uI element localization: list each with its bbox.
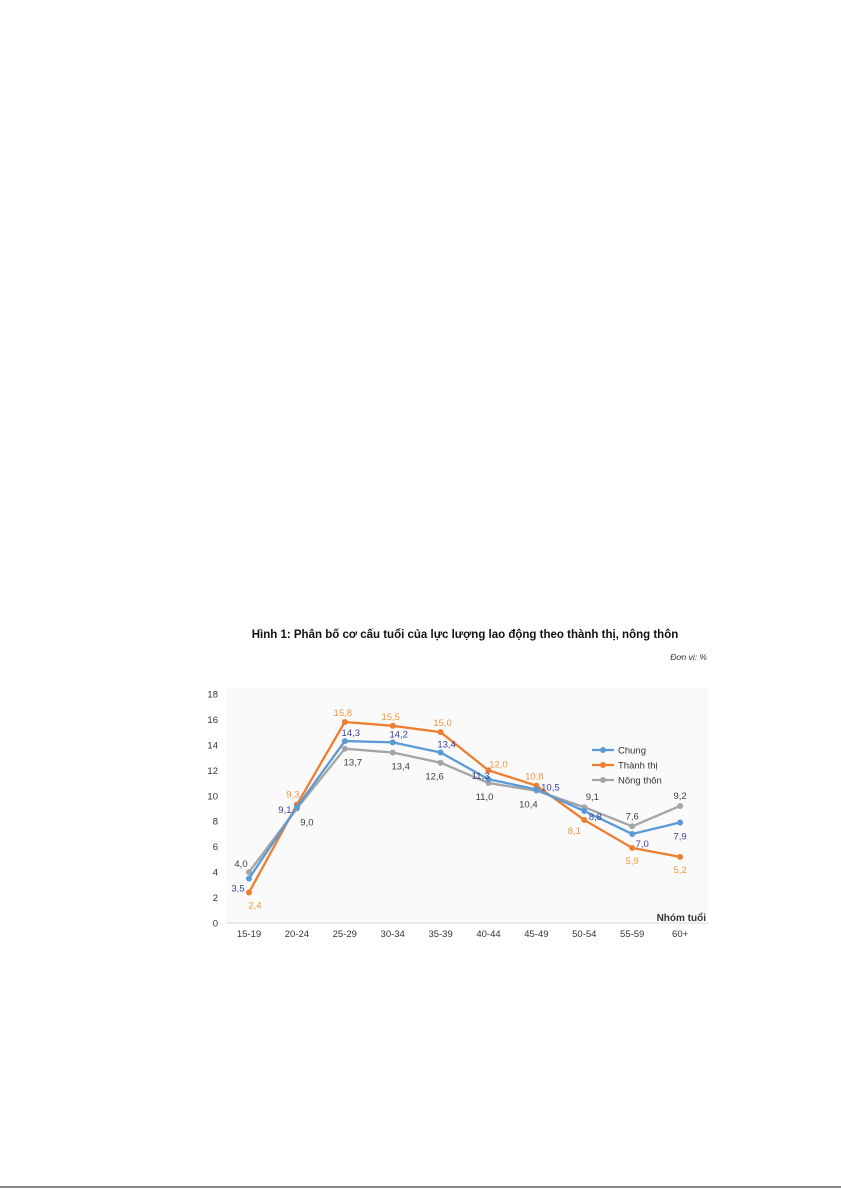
chart-title: Hình 1: Phân bố cơ cấu tuổi của lực lượn… — [251, 629, 679, 641]
series-line-2 — [248, 747, 681, 873]
data-label: 13,4 — [391, 762, 410, 773]
data-label: 7,6 — [626, 811, 639, 822]
x-tick-label: 15-19 — [237, 929, 261, 940]
data-point — [341, 718, 348, 725]
x-tick-label: 30-34 — [381, 929, 405, 940]
page-bottom-border — [0, 1186, 841, 1188]
data-label: 5,9 — [626, 856, 639, 867]
legend-marker — [600, 762, 606, 768]
data-point — [389, 749, 396, 756]
legend-marker — [600, 747, 606, 753]
data-label: 8,1 — [568, 826, 581, 837]
y-tick-label: 14 — [207, 740, 218, 751]
y-tick-label: 0 — [213, 919, 218, 930]
legend-label: Nông thôn — [618, 776, 662, 787]
y-tick-label: 6 — [213, 842, 218, 853]
data-label: 10,4 — [519, 800, 538, 811]
data-label: 7,0 — [636, 839, 649, 850]
data-label: 12,6 — [425, 772, 444, 783]
data-label: 14,3 — [342, 728, 361, 739]
data-label: 11,3 — [472, 771, 490, 782]
data-label: 2,4 — [248, 900, 261, 911]
data-point — [677, 853, 684, 860]
data-point — [581, 816, 588, 823]
x-tick-label: 35-39 — [428, 929, 452, 940]
x-tick-label: 25-29 — [333, 929, 357, 940]
legend-label: Chung — [618, 746, 646, 757]
data-label: 7,9 — [673, 831, 686, 842]
data-point — [437, 759, 444, 766]
data-point — [389, 739, 396, 746]
data-point — [246, 869, 252, 876]
y-tick-label: 16 — [207, 715, 218, 726]
data-label: 5,2 — [673, 865, 686, 876]
data-label: 9,3 — [286, 790, 299, 801]
data-point — [581, 808, 588, 815]
y-tick-label: 12 — [207, 766, 218, 777]
x-tick-label: 20-24 — [285, 929, 309, 940]
data-point — [437, 729, 444, 736]
y-tick-label: 4 — [213, 868, 218, 879]
y-tick-label: 18 — [207, 690, 218, 701]
legend-marker — [600, 777, 606, 783]
x-tick-label: 45-49 — [524, 929, 548, 940]
data-label: 15,0 — [433, 718, 452, 729]
data-label: 9,1 — [278, 805, 291, 816]
plot-area — [226, 688, 708, 924]
data-label: 10,5 — [541, 782, 560, 793]
series-line-0 — [248, 739, 681, 880]
data-label: 13,7 — [344, 758, 363, 769]
data-point — [437, 749, 444, 756]
data-point — [677, 819, 684, 826]
x-tick-label: 50-54 — [572, 929, 596, 940]
series-line-1 — [247, 720, 681, 894]
data-label: 12,0 — [489, 759, 508, 770]
data-label: 10,8 — [525, 772, 544, 783]
data-label: 13,4 — [437, 740, 456, 751]
data-point — [341, 738, 348, 745]
data-label: 8,8 — [589, 812, 602, 823]
data-label: 4,0 — [234, 859, 247, 870]
data-point — [293, 804, 300, 811]
data-label: 15,5 — [381, 712, 400, 723]
data-point — [629, 830, 636, 837]
data-point — [485, 776, 492, 783]
data-label: 15,8 — [334, 708, 353, 719]
data-label: 11,0 — [476, 792, 494, 803]
y-tick-label: 8 — [213, 817, 218, 828]
y-tick-label: 10 — [207, 791, 218, 802]
data-point — [677, 802, 684, 809]
x-tick-label: 60+ — [672, 929, 689, 940]
y-tick-label: 2 — [213, 893, 218, 904]
legend-label: Thành thị — [618, 761, 658, 772]
data-point — [341, 745, 348, 752]
data-label: 9,2 — [673, 791, 686, 802]
data-label: 14,2 — [389, 729, 408, 740]
unit-note: Đơn vị: % — [670, 652, 707, 662]
data-label: 9,0 — [300, 818, 313, 829]
data-point — [246, 889, 252, 896]
data-point — [246, 875, 252, 882]
x-tick-label: 55-59 — [620, 929, 644, 940]
x-tick-label: 40-44 — [476, 929, 500, 940]
data-point — [389, 722, 396, 729]
data-label: 9,1 — [586, 792, 599, 803]
data-point — [485, 767, 492, 774]
x-axis-title: Nhóm tuổi — [657, 912, 707, 924]
data-label: 3,5 — [231, 883, 244, 894]
data-point — [629, 823, 636, 830]
data-point — [533, 786, 540, 793]
data-point — [629, 844, 636, 851]
